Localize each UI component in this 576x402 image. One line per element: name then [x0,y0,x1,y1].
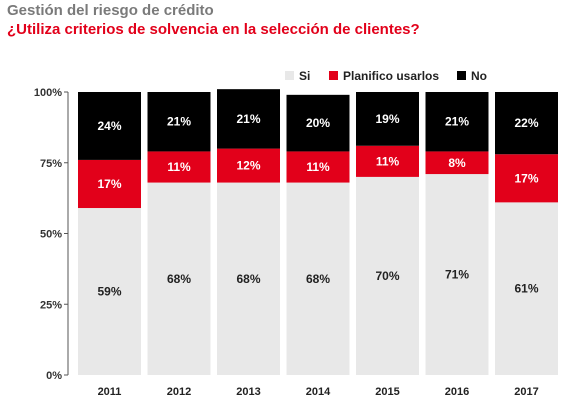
data-label: 21% [445,115,469,129]
bar-segment-planifico-usarlos [147,151,211,183]
x-tick-label: 2015 [375,386,399,398]
legend-swatch [329,71,338,80]
data-label: 19% [375,112,399,126]
data-label: 12% [236,159,260,173]
bar-segment-no [356,92,419,146]
bar-segment-planifico-usarlos [356,145,419,177]
legend-swatch [285,71,294,80]
bar-segment-si [286,182,350,375]
bar-segment-no [495,92,558,155]
x-tick-label: 2013 [236,386,260,398]
bar-segment-planifico-usarlos [286,151,350,183]
bar-segment-si [78,208,141,375]
bar-segment-si [147,182,211,375]
legend-label: Planifico usarlos [343,69,439,83]
y-tick-label: 25% [40,299,62,311]
bar-segment-planifico-usarlos [78,159,141,209]
data-label: 21% [236,112,260,126]
legend-label: Si [299,69,310,83]
data-label: 11% [306,160,330,174]
data-label: 71% [445,268,469,282]
chart-title: Gestión del riesgo de crédito [7,2,214,19]
chart-subtitle: ¿Utiliza criterios de solvencia en la se… [7,21,420,38]
y-tick-label: 100% [34,87,62,99]
data-label: 8% [448,156,466,170]
x-tick-label: 2014 [306,386,331,398]
x-tick-label: 2017 [514,386,538,398]
x-tick-label: 2016 [445,386,469,398]
y-tick-label: 0% [46,370,62,382]
legend-swatch [457,71,466,80]
data-label: 20% [306,116,330,130]
data-label: 68% [236,272,260,286]
bar-segment-no [147,92,211,152]
bar-segment-no [217,89,280,149]
bar-segment-si [217,182,280,375]
data-label: 68% [167,272,191,286]
data-label: 17% [514,171,538,185]
y-tick-label: 50% [40,229,62,241]
bar-segment-si [495,202,558,375]
bar-segment-planifico-usarlos [495,154,558,203]
bar-segment-si [356,176,419,375]
legend-label: No [471,69,487,83]
data-label: 17% [97,177,121,191]
bar-segment-planifico-usarlos [217,148,280,183]
data-label: 70% [375,269,399,283]
bar-segment-no [78,92,141,160]
x-tick-label: 2011 [98,386,122,398]
bar-segment-si [425,174,489,375]
data-label: 21% [167,115,191,129]
bar-segment-planifico-usarlos [425,151,489,175]
data-label: 11% [376,154,400,168]
data-label: 68% [306,272,330,286]
y-tick-label: 75% [40,158,62,170]
bar-segment-no [425,92,489,152]
data-label: 24% [97,119,121,133]
data-label: 22% [514,116,538,130]
x-tick-label: 2012 [167,386,191,398]
bar-segment-no [286,94,350,152]
data-label: 59% [97,285,121,299]
data-label: 11% [167,160,191,174]
data-label: 61% [514,282,538,296]
